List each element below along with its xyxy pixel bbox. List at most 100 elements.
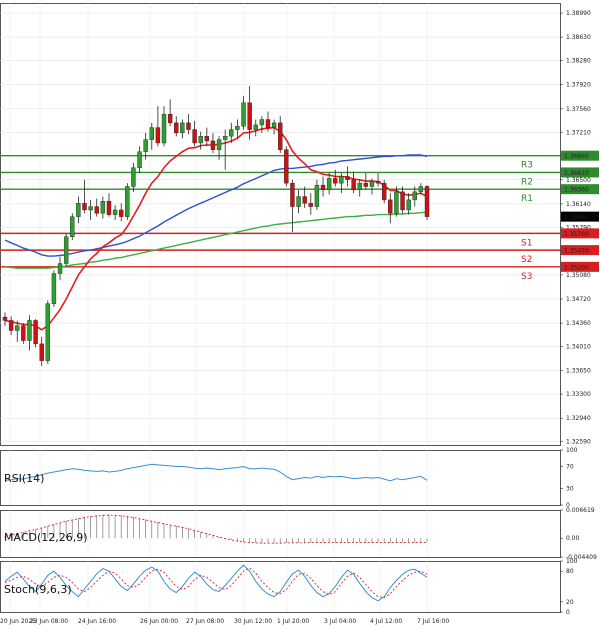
price-tick-label: 1.38990 xyxy=(566,10,591,17)
moving-average-green xyxy=(4,211,427,269)
stoch-tick-label: 80 xyxy=(566,568,574,575)
time-axis-label: 4 Jul 12:00 xyxy=(370,618,402,625)
candle-body xyxy=(345,176,350,180)
macd-tick-label: 0.00 xyxy=(566,535,580,542)
price-tick-label: 1.33300 xyxy=(566,391,591,398)
candle-body xyxy=(94,206,99,214)
price-tick-label: 1.34720 xyxy=(566,296,591,303)
time-axis-label: 3 Jul 04:00 xyxy=(324,618,356,625)
candle-body xyxy=(241,102,246,127)
level-price-label: 1.36610 xyxy=(564,170,589,177)
candle-body xyxy=(21,325,26,341)
price-tick-label: 1.36500 xyxy=(566,177,591,184)
candle-body xyxy=(51,273,57,304)
candle-body xyxy=(2,316,8,321)
level-price-label: 1.36360 xyxy=(564,187,589,194)
time-axis-label: 20 Jun 2025 xyxy=(0,618,36,625)
candle-body xyxy=(222,136,228,140)
candle-body xyxy=(106,201,112,215)
moving-average-red xyxy=(4,126,428,331)
rsi-tick-label: 30 xyxy=(566,486,574,493)
level-name-r3: R3 xyxy=(521,161,533,171)
time-axis-label: 30 Jun 12:00 xyxy=(234,618,272,625)
candle-body xyxy=(247,102,252,130)
price-tick-label: 1.34360 xyxy=(566,320,591,327)
time-axis-label: 23 Jun 08:00 xyxy=(30,618,68,625)
price-tick-label: 1.35790 xyxy=(566,224,591,231)
price-tick-label: 1.35080 xyxy=(566,272,591,279)
candle-body xyxy=(33,320,38,345)
rsi-tick-label: 0 xyxy=(566,502,570,509)
candle-body xyxy=(278,122,283,150)
candle-body xyxy=(174,122,179,134)
level-price-tag xyxy=(561,184,599,195)
candle-body xyxy=(259,119,265,126)
level-price-tag xyxy=(561,228,599,239)
price-tick-label: 1.33650 xyxy=(566,368,591,375)
stoch-tick-label: 20 xyxy=(566,599,574,606)
price-tick-label: 1.38280 xyxy=(566,58,591,65)
stoch-tick-label: 0 xyxy=(566,609,570,616)
level-price-tag xyxy=(561,150,599,161)
candle-body xyxy=(63,236,69,264)
candle-body xyxy=(412,191,417,201)
level-name-s1: S1 xyxy=(521,238,532,248)
stoch-d-line xyxy=(4,567,428,599)
time-axis-label: 1 Jul 20:00 xyxy=(277,618,309,625)
candle-body xyxy=(88,206,93,211)
price-tick-label: 1.38630 xyxy=(566,34,591,41)
level-name-r2: R2 xyxy=(521,177,533,187)
rsi-line xyxy=(4,463,428,482)
candle-body xyxy=(369,180,375,187)
candle-body xyxy=(265,119,271,128)
candle-body xyxy=(143,139,148,152)
candle-body xyxy=(339,176,344,184)
candle-body xyxy=(333,178,338,184)
price-tick-label: 1.36140 xyxy=(566,201,591,208)
candle-body xyxy=(394,191,399,214)
candle-body xyxy=(149,127,154,140)
candle-body xyxy=(70,216,75,237)
level-price-tag xyxy=(561,167,599,178)
level-name-s2: S2 xyxy=(521,255,532,265)
moving-average-blue xyxy=(4,154,428,257)
candle-body xyxy=(15,325,20,331)
candle-body xyxy=(235,126,240,130)
rsi-tick-label: 70 xyxy=(566,464,574,471)
candle-body xyxy=(198,136,203,144)
stoch-tick-label: 100 xyxy=(566,558,578,565)
level-price-tag xyxy=(561,261,599,272)
candle-body xyxy=(400,191,405,211)
candle-body xyxy=(381,182,387,201)
candle-body xyxy=(131,167,136,187)
candle-body xyxy=(57,263,63,274)
candle-body xyxy=(418,186,424,193)
candle-body xyxy=(100,201,106,214)
current-price-label: 1.35950 xyxy=(564,214,589,221)
candle-body xyxy=(388,199,393,214)
panel-frame xyxy=(0,561,561,613)
macd-panel-label: MACD(12,26,9) xyxy=(4,531,88,544)
candle-body xyxy=(424,186,430,217)
rsi-tick-label: 100 xyxy=(566,447,578,454)
candle-body xyxy=(314,184,320,207)
time-axis-label: 27 Jun 08:00 xyxy=(186,618,224,625)
macd-tick-label: -0.004409 xyxy=(566,554,597,561)
candle-body xyxy=(253,124,258,130)
level-name-s3: S3 xyxy=(521,272,532,282)
level-price-label: 1.35450 xyxy=(564,248,589,255)
candle-body xyxy=(357,182,362,191)
candle-body xyxy=(76,203,81,217)
panel-frame xyxy=(0,510,561,558)
candle-body xyxy=(39,343,44,361)
candle-body xyxy=(216,139,222,150)
candle-body xyxy=(290,182,295,207)
candle-body xyxy=(27,320,32,341)
candle-body xyxy=(308,203,313,207)
candle-body xyxy=(375,180,381,184)
candle-body xyxy=(351,179,356,191)
candle-body xyxy=(320,184,326,191)
macd-signal-line xyxy=(4,514,427,544)
candle-body xyxy=(82,203,87,211)
candle-body xyxy=(186,122,191,130)
